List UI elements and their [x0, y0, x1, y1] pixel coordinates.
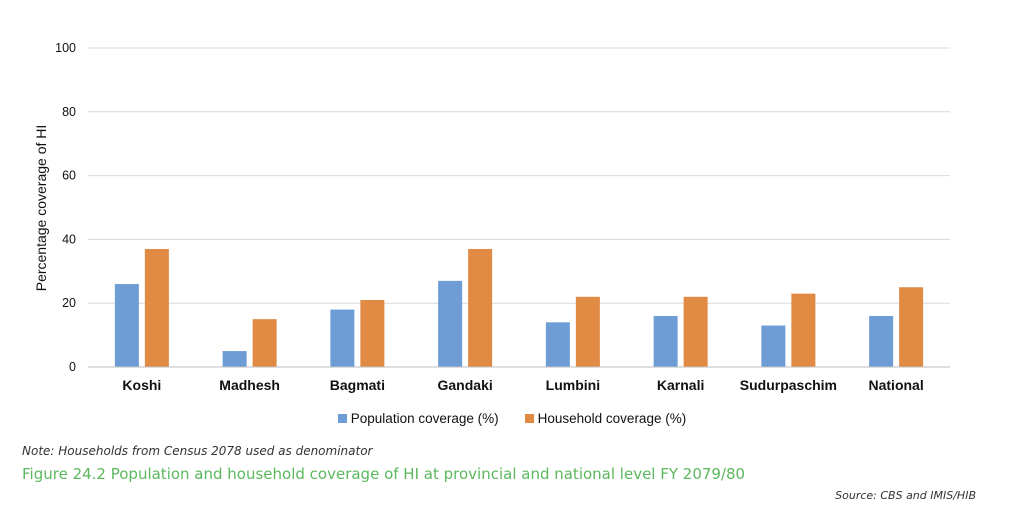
figure-caption: Figure 24.2 Population and household cov…: [22, 465, 746, 483]
bar-household-koshi: [144, 248, 169, 367]
x-tick-label: Sudurpaschim: [740, 377, 837, 393]
y-axis-label: Percentage coverage of HI: [33, 125, 49, 292]
legend-item-population: Population coverage (%): [337, 411, 499, 426]
y-tick-label: 80: [62, 105, 76, 119]
bar-population-lumbini: [545, 322, 570, 367]
y-tick-label: 0: [69, 360, 76, 374]
x-tick-label: Koshi: [122, 377, 161, 393]
legend-swatch-population: [337, 414, 347, 423]
x-tick-label: Lumbini: [546, 377, 600, 393]
x-tick-label: Karnali: [657, 377, 704, 393]
chart-note: Note: Households from Census 2078 used a…: [22, 444, 373, 458]
bar-chart: 0 20 40 60 80 100 Koshi Madhesh Bagmati Gandaki Lu…: [33, 41, 950, 393]
x-tick-label: Gandaki: [438, 377, 493, 393]
x-tick-label: National: [869, 377, 924, 393]
legend: Population coverage (%) Household covera…: [0, 411, 1024, 426]
gridlines: [88, 47, 950, 304]
y-tick-label: 20: [62, 296, 76, 310]
legend-label-population: Population coverage (%): [350, 411, 499, 426]
bar-population-madhesh: [222, 351, 247, 367]
bar-household-national: [899, 287, 924, 367]
bar-population-karnali: [653, 315, 678, 367]
legend-item-household: Household coverage (%): [524, 411, 687, 426]
x-tick-label: Madhesh: [219, 377, 280, 393]
axes: 0 20 40 60 80 100 Koshi Madhesh Bagmati Gandaki Lu…: [55, 41, 950, 393]
bar-population-koshi: [114, 284, 139, 367]
bars: [114, 248, 924, 367]
bar-population-bagmati: [330, 309, 355, 367]
bar-population-national: [869, 315, 894, 367]
source-note: Source: CBS and IMIS/HIB: [835, 489, 976, 502]
bar-household-bagmati: [360, 300, 385, 367]
bar-population-gandaki: [438, 280, 463, 367]
legend-label-household: Household coverage (%): [537, 411, 687, 426]
legend-swatch-household: [524, 414, 534, 423]
y-tick-label: 60: [62, 169, 76, 183]
bar-household-gandaki: [468, 248, 493, 367]
x-tick-label: Bagmati: [330, 377, 385, 393]
y-tick-label: 40: [62, 232, 76, 246]
bar-household-lumbini: [575, 296, 600, 367]
bar-household-madhesh: [252, 319, 277, 367]
bar-household-karnali: [683, 296, 708, 367]
bar-household-sudurpaschim: [791, 293, 816, 367]
bar-population-sudurpaschim: [761, 325, 786, 367]
y-tick-label: 100: [55, 41, 76, 55]
